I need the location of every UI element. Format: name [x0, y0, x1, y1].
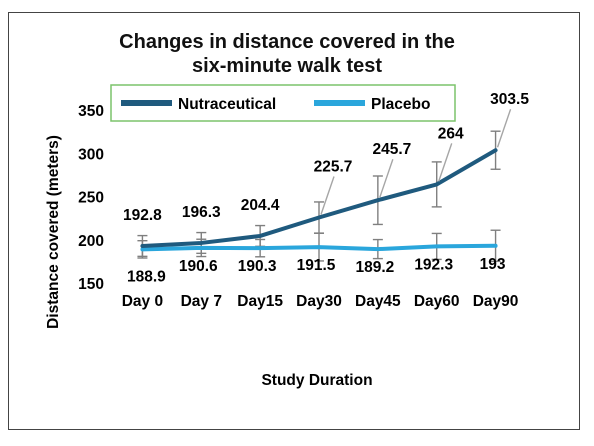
legend-label-placebo: Placebo: [371, 96, 430, 113]
data-label-nutraceutical: 303.5: [490, 91, 529, 108]
data-label-placebo: 188.9: [127, 268, 166, 285]
y-tick-label: 200: [78, 233, 104, 250]
data-label-leader: [438, 143, 453, 182]
x-axis-ticks: Day 0 Day 7 Day15 Day30 Day45 Day60 Day90: [122, 293, 519, 310]
y-tick-label: 150: [78, 276, 104, 293]
data-label-nutraceutical: 245.7: [372, 141, 411, 158]
data-label-leader: [379, 158, 394, 198]
data-label-placebo: 189.2: [355, 259, 394, 276]
x-tick-label: Day90: [473, 293, 519, 310]
series-lines: [140, 148, 498, 252]
data-label-nutraceutical: 192.8: [123, 207, 162, 224]
data-label-placebo: 192.3: [414, 256, 453, 273]
x-tick-label: Day45: [355, 293, 401, 310]
data-label-nutraceutical: 204.4: [241, 197, 280, 214]
series-line-nutraceutical: [140, 148, 498, 248]
series-line-placebo: [140, 243, 498, 252]
legend: Nutraceutical Placebo: [110, 84, 456, 122]
x-tick-label: Day 0: [122, 293, 163, 310]
data-label-placebo: 193: [480, 256, 506, 273]
data-label-nutraceutical: 196.3: [182, 204, 221, 221]
y-tick-label: 300: [78, 146, 104, 163]
data-labels: 192.8 196.3 204.4 225.7 245.7 264 303.5 188.9 19…: [123, 91, 529, 285]
y-tick-label: 250: [78, 190, 104, 207]
data-label-nutraceutical: 225.7: [314, 159, 353, 176]
y-tick-label: 350: [78, 103, 104, 120]
data-label-placebo: 190.6: [179, 258, 218, 275]
legend-label-nutraceutical: Nutraceutical: [178, 96, 276, 113]
y-axis-ticks: 150 200 250 300 350: [78, 103, 104, 293]
data-label-placebo: 191.5: [297, 257, 336, 274]
x-tick-label: Day60: [414, 293, 460, 310]
data-label-nutraceutical: 264: [438, 125, 464, 142]
y-axis-title: Distance covered (meters): [45, 135, 62, 329]
x-axis-title: Study Duration: [261, 372, 372, 389]
x-tick-label: Day 7: [181, 293, 222, 310]
chart-title-line-2: six-minute walk test: [192, 55, 382, 77]
x-tick-label: Day30: [296, 293, 342, 310]
x-tick-label: Day15: [237, 293, 283, 310]
chart-title-line-1: Changes in distance covered in the: [119, 31, 455, 53]
data-label-leader: [320, 176, 335, 215]
chart-frame: [8, 12, 580, 430]
data-label-leader: [496, 108, 512, 148]
data-label-placebo: 190.3: [238, 258, 277, 275]
